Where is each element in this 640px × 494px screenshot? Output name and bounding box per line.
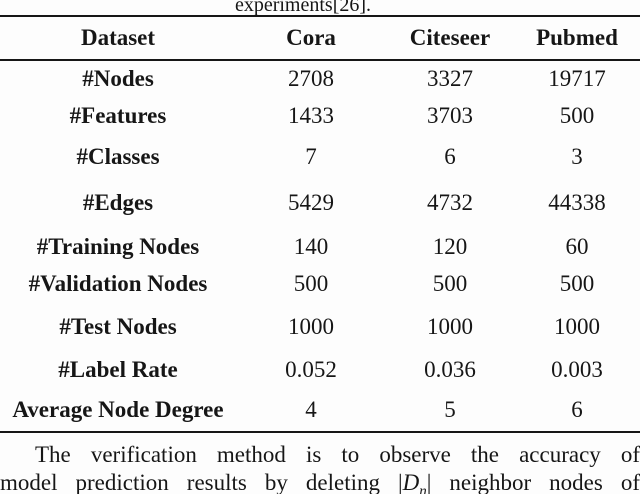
row-label: #Nodes <box>82 65 154 91</box>
math-variable-D: D <box>402 470 420 494</box>
table-row-average-node-degree: Average Node Degree 4 5 6 <box>0 389 640 431</box>
table-row-label-rate: #Label Rate 0.052 0.036 0.003 <box>0 351 640 389</box>
cell-value: 5 <box>444 397 456 422</box>
cell-value: 4732 <box>427 190 473 215</box>
table-row-training-nodes: #Training Nodes 140 120 60 <box>0 228 640 265</box>
paragraph-line-2: model prediction results by deleting |Dn… <box>0 469 640 494</box>
cell-value: 7 <box>305 144 317 169</box>
table-row-validation-nodes: #Validation Nodes 500 500 500 <box>0 265 640 303</box>
header-cell-dataset: Dataset <box>0 17 236 61</box>
cell-value: 3703 <box>427 103 473 128</box>
cell-value: 4 <box>305 397 317 422</box>
cell-value: 1433 <box>288 103 334 128</box>
cell-value: 1000 <box>427 314 473 339</box>
table-row-edges: #Edges 5429 4732 44338 <box>0 178 640 228</box>
cell-value: 500 <box>293 271 329 296</box>
cell-value: 0.036 <box>424 357 476 382</box>
paragraph-line-1: The verification method is to observe th… <box>0 441 640 469</box>
body-paragraph: The verification method is to observe th… <box>0 441 640 494</box>
table: Dataset Cora Citeseer Pubmed #Nodes 2708… <box>0 17 640 431</box>
cell-value: 6 <box>444 144 456 169</box>
paragraph-text: | neighbor nodes of <box>426 470 640 494</box>
cell-value: 60 <box>565 233 589 259</box>
dataset-statistics-table: Dataset Cora Citeseer Pubmed #Nodes 2708… <box>0 15 640 433</box>
row-label: #Features <box>69 103 167 128</box>
math-subscript-n: n <box>419 483 427 494</box>
cell-value: 19717 <box>548 65 606 91</box>
cell-value: 3327 <box>427 65 473 91</box>
table-row-test-nodes: #Test Nodes 1000 1000 1000 <box>0 303 640 351</box>
row-label: #Validation Nodes <box>28 271 208 296</box>
table-caption-fragment: experiments[26]. <box>234 0 372 16</box>
cell-value: 500 <box>559 103 595 128</box>
cell-value: 44338 <box>548 190 606 215</box>
row-label: #Training Nodes <box>36 233 200 259</box>
cell-value: 0.003 <box>551 357 603 382</box>
header-cell-pubmed: Pubmed <box>514 17 640 61</box>
cell-value: 140 <box>293 233 329 259</box>
paragraph-text: The verification method is to observe th… <box>35 442 640 467</box>
cell-value: 1000 <box>288 314 334 339</box>
cell-value: 5429 <box>288 190 334 215</box>
table-row-features: #Features 1433 3703 500 <box>0 96 640 136</box>
row-label: #Edges <box>82 190 154 215</box>
cell-value: 1000 <box>554 314 600 339</box>
cell-value: 0.052 <box>285 357 337 382</box>
cell-value: 3 <box>571 144 583 169</box>
cell-value: 500 <box>432 271 468 296</box>
cell-value: 120 <box>432 233 468 259</box>
table-row-nodes: #Nodes 2708 3327 19717 <box>0 60 640 96</box>
table-row-classes: #Classes 7 6 3 <box>0 136 640 178</box>
paragraph-text: model prediction results by deleting | <box>0 470 403 494</box>
cell-value: 6 <box>571 397 583 422</box>
row-label: #Classes <box>76 144 160 169</box>
cell-value: 500 <box>559 271 595 296</box>
row-label: Average Node Degree <box>12 397 224 422</box>
header-cell-citeseer: Citeseer <box>386 17 514 61</box>
cell-value: 2708 <box>288 65 334 91</box>
header-cell-cora: Cora <box>236 17 386 61</box>
row-label: #Test Nodes <box>59 314 177 339</box>
row-label: #Label Rate <box>58 357 178 382</box>
table-header-row: Dataset Cora Citeseer Pubmed <box>0 17 640 61</box>
